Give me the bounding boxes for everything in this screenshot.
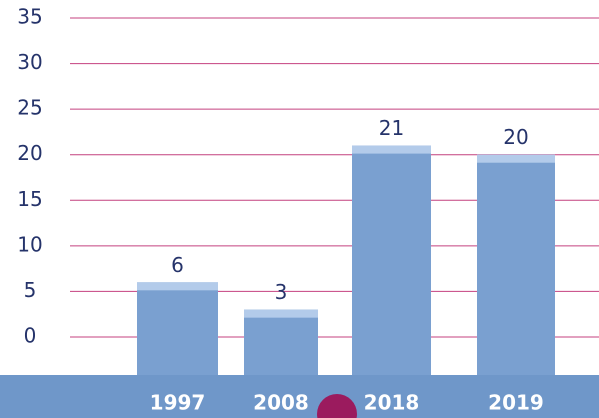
bar-cap [137, 282, 218, 290]
y-tick-label: 35 [17, 5, 42, 29]
y-tick-label: 25 [17, 96, 42, 120]
y-tick-label: 0 [24, 324, 37, 348]
data-label: 20 [503, 125, 528, 149]
y-tick-label: 5 [24, 278, 37, 302]
data-label: 21 [379, 116, 404, 140]
x-labels: 2019 [488, 391, 544, 415]
bar-cap [244, 310, 318, 318]
x-labels: 2008 [253, 391, 309, 415]
bar [244, 310, 318, 375]
y-tick-label: 30 [17, 50, 42, 74]
y-tick-label: 20 [17, 141, 42, 165]
x-tick-label: 2008 [253, 391, 309, 415]
y-tick-label: 10 [17, 232, 42, 256]
data-label: 6 [171, 253, 184, 277]
bar-cap [352, 146, 431, 154]
x-labels: 1997 [150, 391, 206, 415]
chart: 35 30 25 20 15 10 5 0 6 3 21 20 1997 2008 2018 2019 [0, 0, 599, 418]
bar-cap [477, 155, 555, 163]
x-tick-label: 2019 [488, 391, 544, 415]
y-tick-label: 15 [17, 187, 42, 211]
x-tick-label: 2018 [364, 391, 420, 415]
data-label: 3 [275, 280, 288, 304]
bar [352, 146, 431, 375]
bar [477, 155, 555, 375]
bar [137, 282, 218, 375]
x-labels: 2018 [364, 391, 420, 415]
x-tick-label: 1997 [150, 391, 206, 415]
